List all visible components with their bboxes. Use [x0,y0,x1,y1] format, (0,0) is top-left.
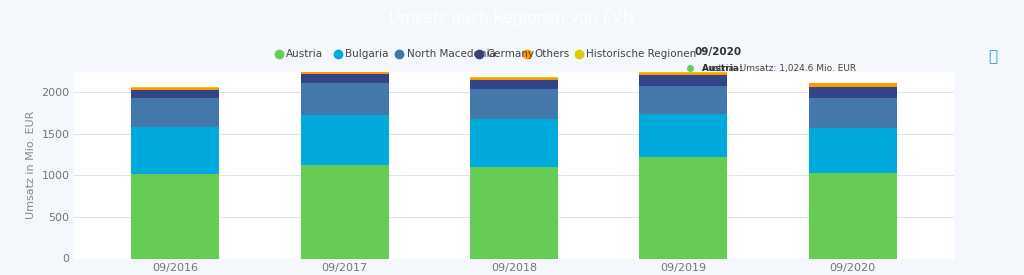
Text: Germany:: Germany: [701,128,755,137]
Bar [809,83,897,87]
Bar [639,72,727,73]
Y-axis label: Umsatz in Mio. EUR: Umsatz in Mio. EUR [26,111,36,219]
Bar [131,87,219,88]
Bar [639,75,727,86]
Text: Bulgaria:: Bulgaria: [701,85,752,94]
Text: ⌕: ⌕ [988,50,997,65]
Text: Germany: Germany [486,49,535,59]
Text: Historische Regionen: Historische Regionen [586,49,696,59]
Text: North Macedonia: North Macedonia [407,49,496,59]
Text: Others: Others [535,49,569,59]
Bar [131,88,219,90]
Bar [809,87,897,98]
Bar [470,78,558,80]
Bar [131,174,219,258]
Bar [301,71,389,72]
Text: North Macedonia: Umsatz: 360.4 Mio. EUR: North Macedonia: Umsatz: 360.4 Mio. EUR [701,107,893,116]
Text: Austria: Austria [286,49,323,59]
Text: Others:: Others: [701,150,743,159]
Bar [131,90,219,98]
Bar [639,114,727,157]
Bar [301,72,389,74]
Bar [470,167,558,258]
Bar [639,73,727,75]
Bar [809,173,897,258]
Text: Austria:: Austria: [701,64,745,73]
Bar [301,74,389,83]
Text: Austria: Umsatz: 1,024.6 Mio. EUR: Austria: Umsatz: 1,024.6 Mio. EUR [701,64,856,73]
Bar [301,164,389,258]
Bar [470,119,558,167]
Bar [809,128,897,173]
Bar [301,115,389,164]
Bar [470,80,558,89]
Bar [470,77,558,78]
Text: Bulgaria: Umsatz: 550.6 Mio. EUR: Bulgaria: Umsatz: 550.6 Mio. EUR [701,85,853,94]
Text: Germany: Umsatz: 133.5 Mio. EUR: Germany: Umsatz: 133.5 Mio. EUR [701,128,856,137]
Bar [470,89,558,119]
Text: Umsatz nach Regionen von EVN: Umsatz nach Regionen von EVN [389,11,635,26]
Bar [131,127,219,174]
Bar [639,86,727,114]
Bar [301,83,389,115]
Text: Others: Umsatz: 38.3 Mio. EUR: Others: Umsatz: 38.3 Mio. EUR [701,150,841,159]
Bar [131,98,219,127]
Text: 09/2020: 09/2020 [694,46,742,57]
Bar [809,98,897,128]
Text: North Macedonia:: North Macedonia: [701,107,796,116]
Text: Bulgaria: Bulgaria [345,49,388,59]
Bar [639,157,727,258]
